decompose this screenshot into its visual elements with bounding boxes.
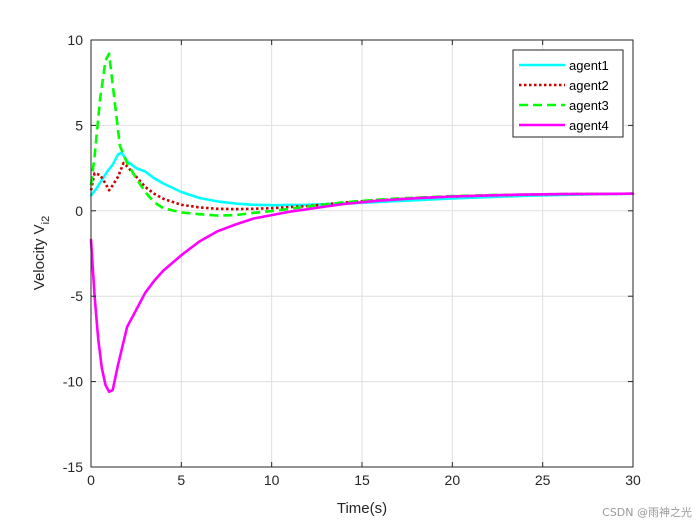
x-tick-label: 25 <box>535 472 551 488</box>
y-tick-label: 5 <box>75 117 83 133</box>
legend-label-agent3: agent3 <box>569 98 609 113</box>
series-lines <box>89 52 635 394</box>
x-tick-label: 0 <box>87 472 95 488</box>
y-axis-label: Velocity Vi2 <box>31 216 52 290</box>
axis-ticks: 0 5 10 15 20 25 30 -15 -10 -5 0 5 10 <box>63 32 641 488</box>
legend-label-agent4: agent4 <box>569 118 609 133</box>
series-line-agent2 <box>89 161 634 211</box>
y-tick-label: -10 <box>63 374 83 390</box>
watermark: CSDN @雨神之光 <box>602 506 692 519</box>
series-line-agent1 <box>89 151 635 207</box>
x-axis-label: Time(s) <box>337 500 387 517</box>
y-axis-label-subscript: i2 <box>40 216 52 225</box>
x-tick-label: 5 <box>177 472 185 488</box>
y-tick-label: 10 <box>67 32 83 48</box>
y-axis-label-main: Velocity V <box>31 224 48 290</box>
y-tick-label: -15 <box>63 459 83 475</box>
x-tick-label: 20 <box>445 472 461 488</box>
x-tick-label: 30 <box>625 472 641 488</box>
series-line-agent4 <box>89 192 635 394</box>
legend-label-agent2: agent2 <box>569 78 609 93</box>
legend-label-agent1: agent1 <box>569 58 609 73</box>
legend: agent1 agent2 agent3 agent4 <box>512 49 624 138</box>
x-tick-label: 10 <box>264 472 280 488</box>
y-tick-label: -5 <box>71 288 84 304</box>
x-tick-label: 15 <box>354 472 370 488</box>
y-tick-label: 0 <box>75 203 83 219</box>
